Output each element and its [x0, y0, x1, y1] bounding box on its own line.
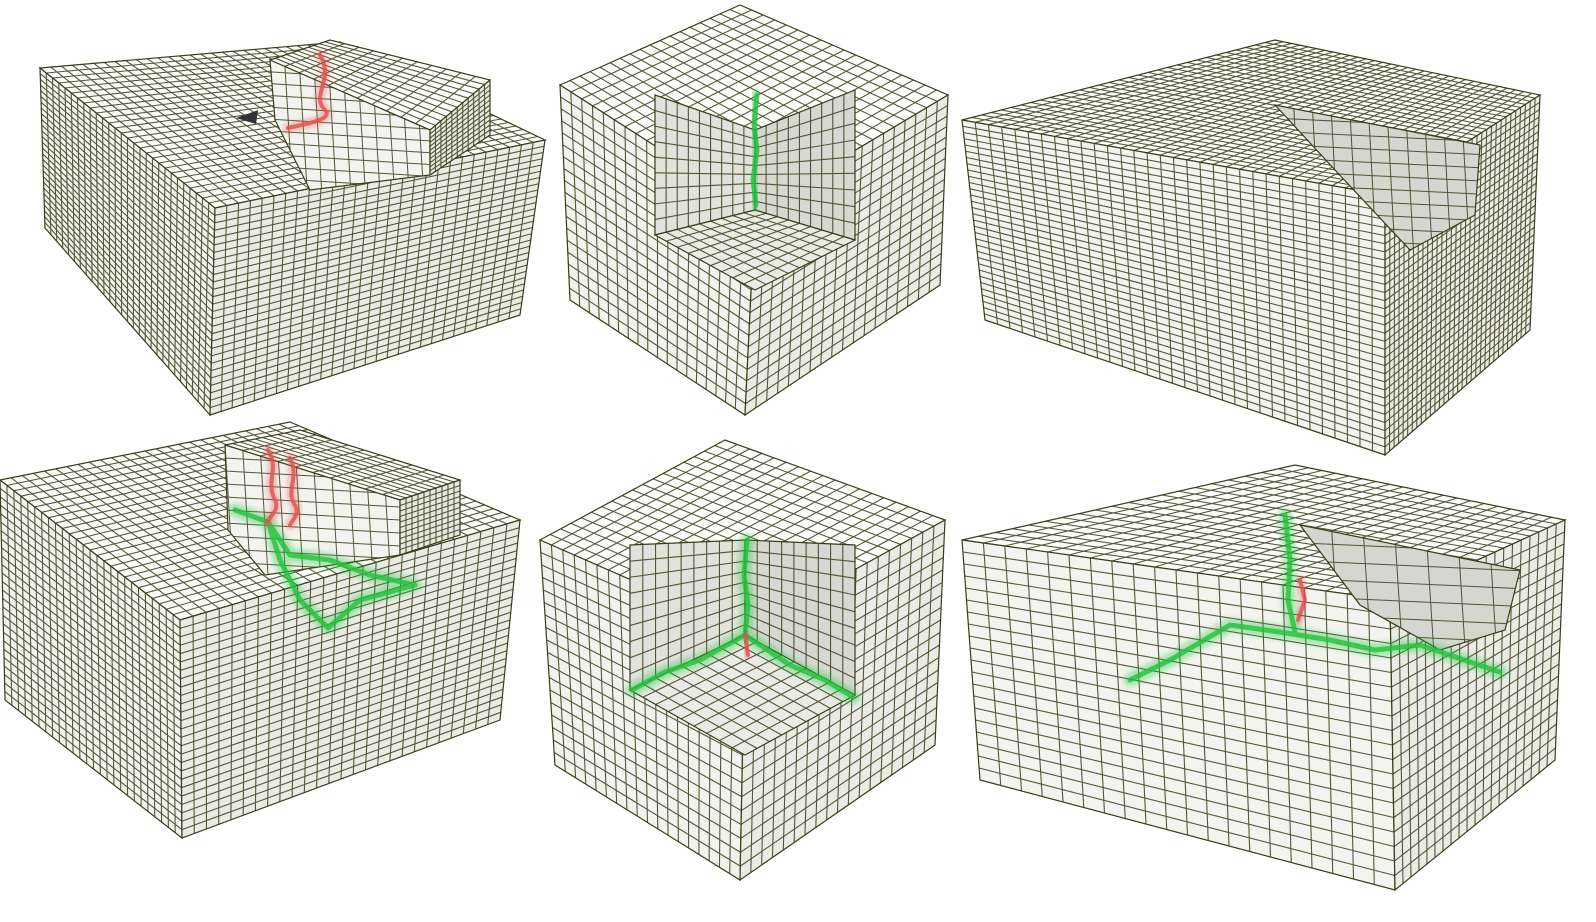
panel-d-green-edge-loop	[232, 507, 418, 631]
panel-d-left-face-grid	[0, 485, 183, 833]
panel-a	[38, 39, 547, 417]
panel-e	[538, 439, 947, 882]
panel-b	[558, 4, 950, 417]
panel-e-red-singular-curve	[743, 633, 750, 657]
panel-d-shelf-side-grid	[399, 482, 461, 553]
panel-e-cavity-right-grid	[744, 540, 856, 689]
panel-d-red-singular-curve	[266, 448, 299, 527]
panel-f-red-singular-curve	[1296, 578, 1307, 622]
panel-c	[961, 39, 1542, 457]
panel-a-cone-marker	[236, 110, 258, 124]
panel-f	[961, 464, 1567, 892]
panel-c-step-wall	[1273, 104, 1481, 251]
panel-a-shelf-side-grid	[429, 84, 491, 172]
panel-b-cavity-left-grid	[654, 98, 756, 233]
panel-b-cavity-right-grid	[754, 94, 856, 237]
panel-a-right-face-grid	[210, 142, 545, 412]
panel-a-left-face-grid	[39, 72, 216, 409]
panel-b-cavity-floor-grid	[665, 212, 845, 285]
panel-d-shelf-top-grid	[232, 430, 455, 499]
panel-e-cavity-left-grid	[629, 540, 746, 684]
panel-f-green-edge-curves	[1127, 512, 1503, 683]
panel-a-shelf-top-grid	[275, 41, 485, 126]
panel-e-green-edge-curves	[629, 537, 856, 700]
panel-d	[0, 421, 522, 840]
panel-c-front-face-grid	[962, 122, 1386, 451]
panel-b-green-singular-curve	[750, 92, 760, 208]
panel-a-red-singular-curve	[286, 53, 329, 130]
